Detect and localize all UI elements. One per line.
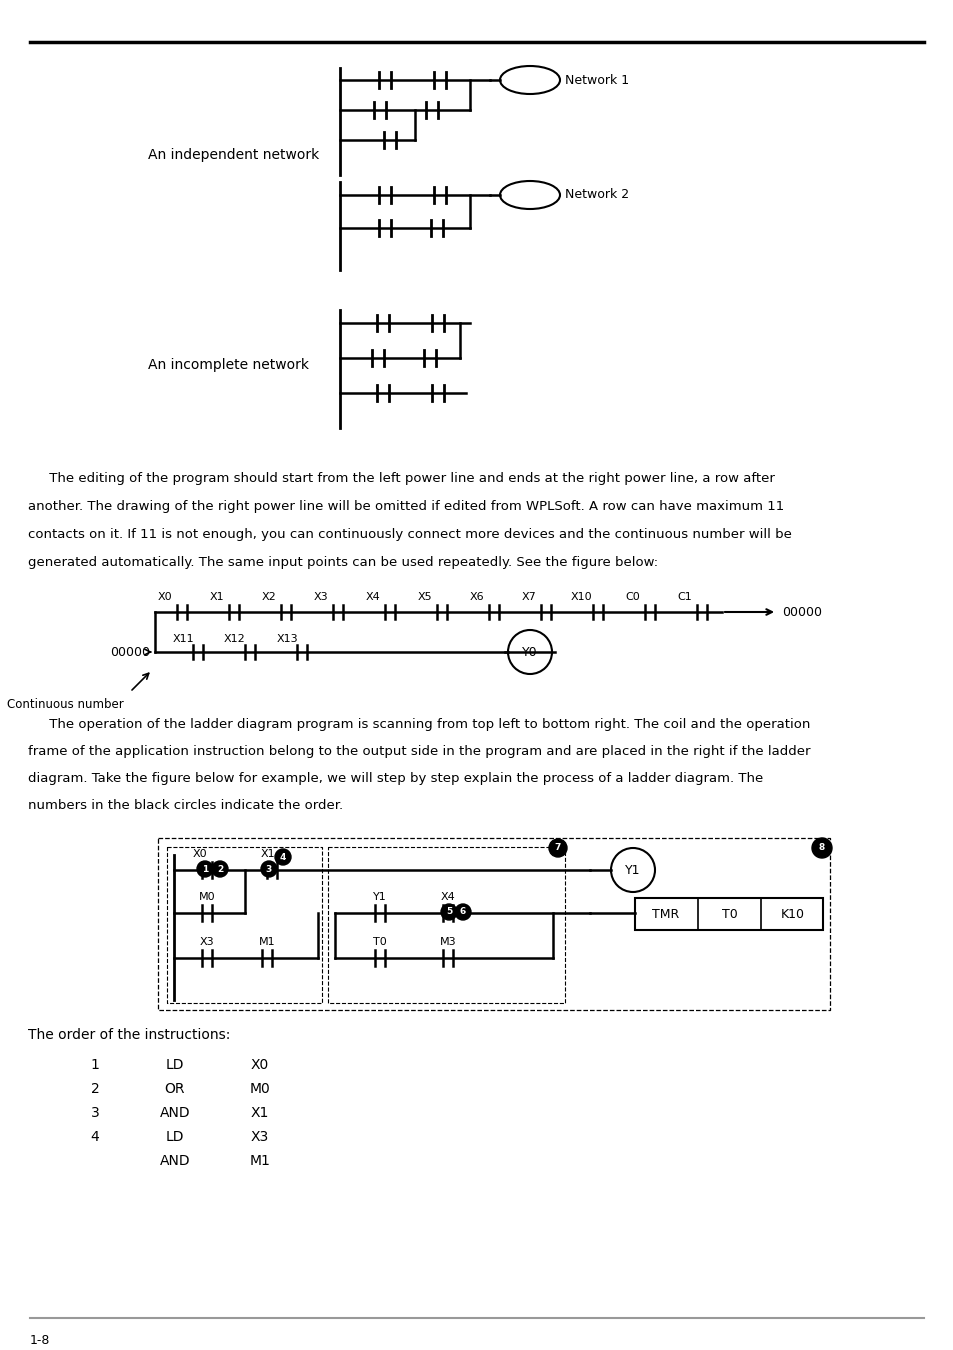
Text: C1: C1 (677, 593, 692, 602)
Text: 1-8: 1-8 (30, 1334, 51, 1346)
Text: 2: 2 (216, 864, 223, 873)
Text: 00000: 00000 (781, 606, 821, 618)
Text: numbers in the black circles indicate the order.: numbers in the black circles indicate th… (28, 799, 343, 811)
Text: Network 1: Network 1 (564, 73, 628, 86)
Text: M0: M0 (250, 1081, 270, 1096)
Text: OR: OR (165, 1081, 185, 1096)
Text: X4: X4 (440, 892, 455, 902)
Text: X0: X0 (193, 849, 207, 859)
Text: The editing of the program should start from the left power line and ends at the: The editing of the program should start … (28, 472, 774, 485)
Text: An independent network: An independent network (148, 148, 319, 162)
Text: X3: X3 (314, 593, 328, 602)
Text: LD: LD (166, 1130, 184, 1143)
Text: X7: X7 (521, 593, 536, 602)
Text: 4: 4 (279, 852, 286, 861)
Text: T0: T0 (721, 907, 737, 921)
Text: Network 2: Network 2 (564, 189, 628, 201)
Text: 1: 1 (202, 864, 208, 873)
Circle shape (811, 838, 831, 859)
Text: X12: X12 (224, 634, 246, 644)
Text: The order of the instructions:: The order of the instructions: (28, 1027, 230, 1042)
Text: An incomplete network: An incomplete network (148, 358, 309, 373)
Text: Continuous number: Continuous number (8, 698, 124, 711)
Text: Y0: Y0 (521, 645, 537, 659)
Text: 5: 5 (445, 907, 452, 917)
Text: C0: C0 (625, 593, 639, 602)
Text: Y1: Y1 (624, 864, 640, 876)
Text: 7: 7 (555, 844, 560, 852)
Circle shape (440, 904, 456, 919)
Text: M0: M0 (198, 892, 215, 902)
Text: M1: M1 (258, 937, 275, 946)
Text: X10: X10 (570, 593, 591, 602)
Text: X11: X11 (172, 634, 193, 644)
Text: LD: LD (166, 1058, 184, 1072)
Circle shape (455, 904, 471, 919)
Circle shape (274, 849, 291, 865)
Text: 00000: 00000 (110, 645, 150, 659)
Text: another. The drawing of the right power line will be omitted if edited from WPLS: another. The drawing of the right power … (28, 500, 783, 513)
Text: Y1: Y1 (373, 892, 387, 902)
Text: X6: X6 (469, 593, 484, 602)
Circle shape (548, 838, 566, 857)
Circle shape (212, 861, 228, 878)
Text: AND: AND (159, 1154, 190, 1168)
Bar (635, 898, 822, 930)
Text: M3: M3 (439, 937, 456, 946)
Text: AND: AND (159, 1106, 190, 1120)
Text: X4: X4 (365, 593, 380, 602)
Text: 2: 2 (91, 1081, 99, 1096)
Text: X0: X0 (157, 593, 172, 602)
Text: 4: 4 (91, 1130, 99, 1143)
Text: X5: X5 (417, 593, 432, 602)
Text: X3: X3 (199, 937, 214, 946)
Text: 3: 3 (91, 1106, 99, 1120)
Text: X0: X0 (251, 1058, 269, 1072)
Text: 3: 3 (266, 864, 272, 873)
Text: generated automatically. The same input points can be used repeatedly. See the f: generated automatically. The same input … (28, 556, 658, 568)
Text: M1: M1 (250, 1154, 270, 1168)
Text: X1: X1 (251, 1106, 269, 1120)
Text: frame of the application instruction belong to the output side in the program an: frame of the application instruction bel… (28, 745, 810, 757)
Circle shape (196, 861, 213, 878)
Text: contacts on it. If 11 is not enough, you can continuously connect more devices a: contacts on it. If 11 is not enough, you… (28, 528, 791, 541)
Text: X1: X1 (260, 849, 275, 859)
Text: X1: X1 (210, 593, 224, 602)
Text: TMR: TMR (652, 907, 679, 921)
Text: 6: 6 (459, 907, 466, 917)
Text: T0: T0 (373, 937, 387, 946)
Text: 8: 8 (818, 844, 824, 852)
Circle shape (261, 861, 276, 878)
Text: 1: 1 (91, 1058, 99, 1072)
Text: X2: X2 (261, 593, 276, 602)
Text: X3: X3 (251, 1130, 269, 1143)
Text: K10: K10 (781, 907, 804, 921)
Text: X13: X13 (276, 634, 297, 644)
Text: The operation of the ladder diagram program is scanning from top left to bottom : The operation of the ladder diagram prog… (28, 718, 809, 730)
Text: diagram. Take the figure below for example, we will step by step explain the pro: diagram. Take the figure below for examp… (28, 772, 762, 784)
